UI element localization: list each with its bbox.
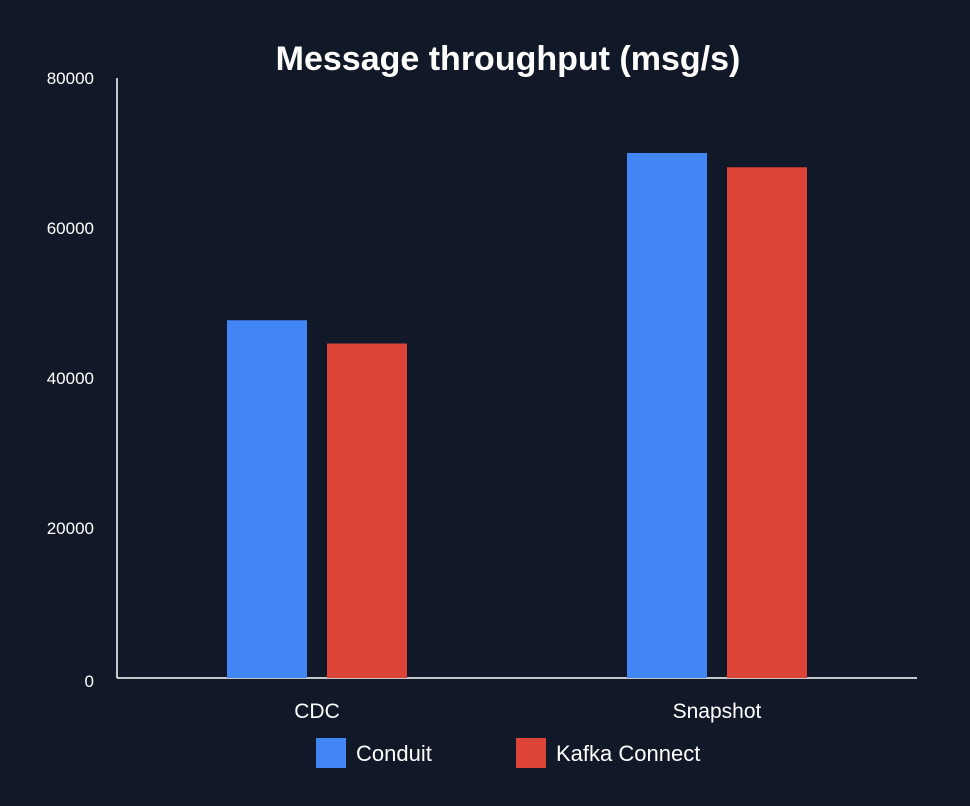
bars <box>227 153 807 678</box>
y-tick-label: 40000 <box>47 369 94 388</box>
x-category-label: CDC <box>294 700 340 723</box>
y-tick-label: 20000 <box>47 519 94 538</box>
legend-swatch <box>316 738 346 768</box>
legend-label: Conduit <box>356 741 432 766</box>
legend-label: Kafka Connect <box>556 741 700 766</box>
bar-kafka-connect-snapshot <box>727 167 807 678</box>
bar-conduit-cdc <box>227 320 307 678</box>
y-tick-label: 0 <box>85 672 94 691</box>
x-axis-categories: CDC Snapshot <box>294 700 761 723</box>
legend-swatch <box>516 738 546 768</box>
y-tick-label: 60000 <box>47 219 94 238</box>
legend: Conduit Kafka Connect <box>316 738 700 768</box>
x-category-label: Snapshot <box>673 700 762 723</box>
y-axis-ticks: 0 20000 40000 60000 80000 <box>47 69 94 691</box>
bar-conduit-snapshot <box>627 153 707 678</box>
chart-title: Message throughput (msg/s) <box>276 40 741 78</box>
y-tick-label: 80000 <box>47 69 94 88</box>
bar-kafka-connect-cdc <box>327 343 407 678</box>
